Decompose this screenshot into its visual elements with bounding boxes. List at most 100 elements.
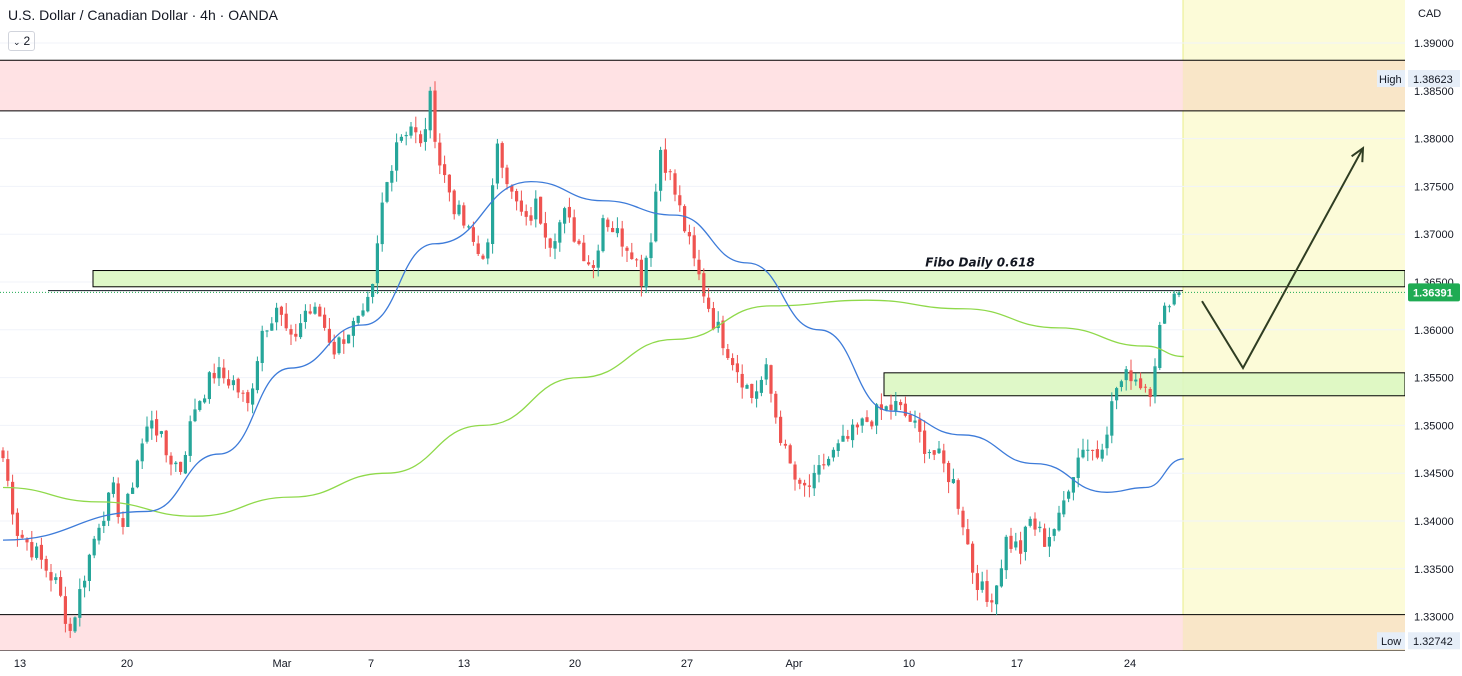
candle-body [59,576,63,596]
candle-body [1139,378,1143,389]
candle-body [1177,292,1181,295]
candle-body [865,417,869,422]
high-tag: High [1379,74,1402,86]
candle-body [519,200,523,212]
ma-slow-line [2,299,1184,517]
candle-body [1143,386,1147,388]
candle-body [990,600,994,603]
candle-body [841,435,845,442]
candle-body [500,143,504,168]
candle-body [78,589,82,618]
candle-body [947,462,951,483]
candle-body [433,90,437,142]
candle-body [966,529,970,545]
y-tick-label: 1.38500 [1414,86,1454,98]
candle-body [107,492,111,521]
candle-body [731,358,735,366]
candle-body [1038,526,1042,529]
candle-body [971,543,975,573]
candle-body [702,273,706,297]
candle-body [515,191,519,202]
candle-body [817,465,821,475]
y-tick-label: 1.36000 [1414,325,1454,337]
y-tick-label: 1.34000 [1414,516,1454,528]
candle-body [203,398,207,403]
candle-body [207,372,211,400]
candle-body [611,228,615,233]
candle-body [750,383,754,398]
candles [1,81,1181,638]
candle-body [471,227,475,242]
y-tick-label: 1.35500 [1414,373,1454,385]
candle-body [227,379,231,386]
y-tick-label: 1.33000 [1414,612,1454,624]
candle-body [1119,381,1123,388]
candle-body [1091,449,1095,451]
candle-body [404,135,408,137]
candle-body [275,307,279,323]
candle-body [222,367,226,379]
candle-body [543,223,547,238]
candle-body [779,416,783,443]
candle-body [630,252,634,260]
candle-body [553,241,557,249]
candle-body [903,403,907,416]
candle-body [313,306,317,314]
candle-body [822,464,826,466]
candle-body [654,191,658,242]
high-tag-bg [1377,70,1405,88]
candle-body [385,182,389,202]
candle-body [342,339,346,344]
candle-body [711,308,715,330]
candle-body [870,421,874,427]
y-tick-label: 1.39000 [1414,38,1454,50]
candle-body [183,454,187,474]
candle-body [414,127,418,133]
candle-body [894,401,898,411]
candle-body [798,479,802,484]
candle-body [395,142,399,171]
candle-body [831,449,835,458]
candle-body [303,310,307,323]
candle-body [558,222,562,243]
candle-body [860,418,864,426]
candle-body [625,247,629,251]
candle-body [131,487,135,494]
candle-body [491,185,495,244]
x-tick-label: Mar [273,658,292,670]
candle-body [279,306,283,315]
x-tick-label: Apr [785,658,802,670]
candle-body [740,373,744,388]
candle-body [1052,529,1056,536]
ma-fast-line [2,180,1184,541]
candle-body [1148,388,1152,398]
candle-body [548,238,552,248]
fibo-zone [93,270,1405,287]
candle-body [683,206,687,232]
x-tick-label: 13 [458,658,470,670]
candle-body [851,424,855,441]
candle-body [246,392,250,404]
candle-body [505,167,509,185]
candle-body [807,485,811,487]
candle-body [35,546,39,558]
candle-body [236,378,240,393]
candle-body [255,361,259,391]
candle-body [644,257,648,288]
candle-body [241,392,245,394]
candle-body [875,404,879,426]
price-axis-bg [1405,0,1462,676]
candle-body [366,296,370,312]
indicators-toggle[interactable]: ⌄ 2 [8,31,36,51]
current-price-tag-bg [1408,283,1460,302]
candle-body [419,134,423,144]
candle-body [812,472,816,489]
candle-body [663,149,667,173]
candle-body [54,577,58,581]
candle-body [927,452,931,454]
candle-body [1110,401,1114,436]
candle-body [15,512,19,536]
candle-body [1,450,5,459]
candle-body [707,297,711,309]
